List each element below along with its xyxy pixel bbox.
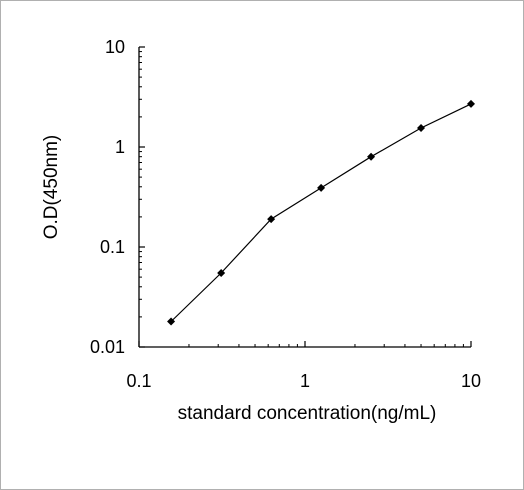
y-tick-label: 0.1 <box>100 237 125 257</box>
x-axis-label: standard concentration(ng/mL) <box>178 403 437 424</box>
axes <box>138 47 471 348</box>
series <box>167 99 475 326</box>
series-line <box>170 103 472 322</box>
data-point <box>467 99 475 108</box>
x-tick-label: 0.1 <box>126 371 151 391</box>
data-point <box>367 152 376 161</box>
y-tick-label: 1 <box>115 137 125 157</box>
x-tick-label: 10 <box>461 371 481 391</box>
y-tick-label: 0.01 <box>90 337 125 357</box>
data-point <box>267 215 276 224</box>
data-point <box>317 183 326 192</box>
data-point <box>167 317 176 326</box>
y-tick-label: 10 <box>105 37 125 57</box>
data-point <box>417 123 426 132</box>
ticks <box>138 46 472 348</box>
x-tick-label: 1 <box>300 371 310 391</box>
data-point <box>217 268 226 277</box>
y-axis-label: O.D(450nm) <box>41 135 62 240</box>
